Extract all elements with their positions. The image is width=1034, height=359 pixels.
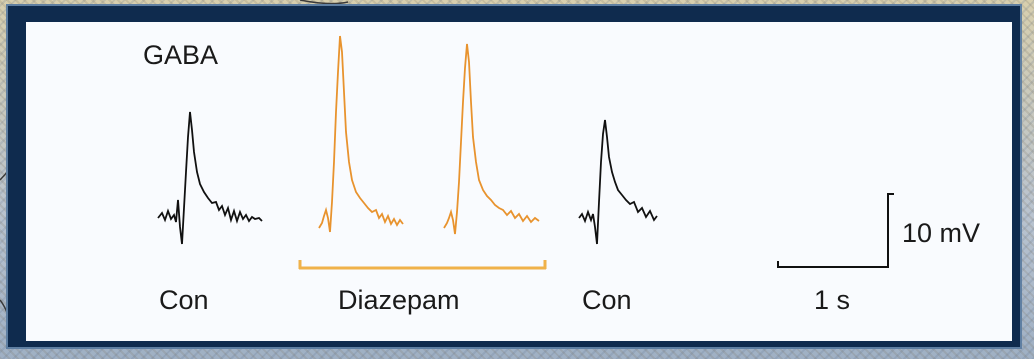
control-trace-left	[157, 111, 263, 245]
label-con-right: Con	[582, 285, 632, 315]
figure-frame: GABA Con Diazepam Con 10 mV 1 s	[6, 4, 1022, 349]
scale-voltage-label: 10 mV	[902, 218, 981, 248]
control-trace-right	[578, 119, 658, 245]
figure-panel: GABA Con Diazepam Con 10 mV 1 s	[26, 22, 1012, 341]
scale-time-label: 1 s	[814, 285, 851, 315]
diazepam-trace-2	[443, 43, 540, 235]
scale-bar	[777, 193, 894, 268]
trace-canvas	[157, 35, 894, 270]
label-diazepam: Diazepam	[338, 285, 460, 315]
diazepam-trace-1	[318, 35, 404, 233]
label-con-left: Con	[159, 285, 209, 315]
figure-title: GABA	[143, 40, 219, 70]
